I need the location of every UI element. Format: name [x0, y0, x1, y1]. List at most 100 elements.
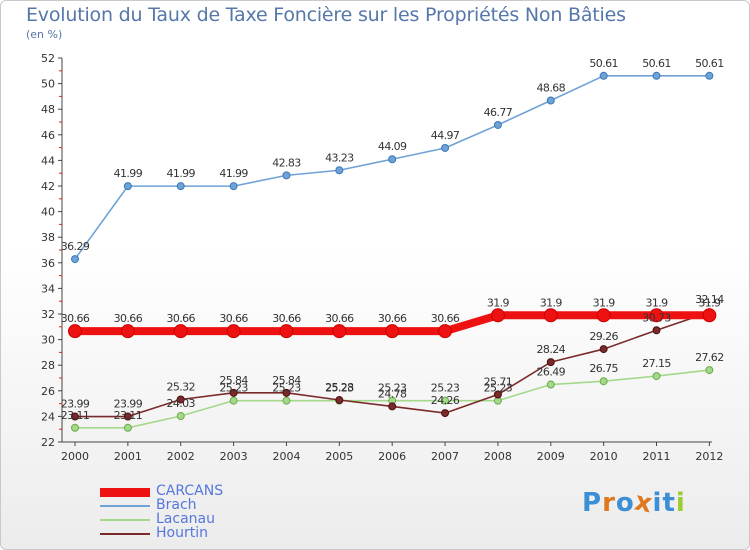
- data-point-lacanau: [229, 396, 238, 405]
- data-point-lacanau: [282, 396, 291, 405]
- legend-label: CARCANS: [156, 483, 224, 499]
- data-label-brach: 43.23: [325, 151, 354, 164]
- data-point-carcans: [543, 308, 558, 323]
- data-label-hourtin: 25.71: [484, 376, 513, 389]
- y-tick-label: 28: [41, 359, 55, 372]
- legend-item-carcans: CARCANS: [100, 483, 320, 499]
- data-label-lacanau: 26.75: [589, 362, 618, 375]
- logo-letter: i: [675, 488, 686, 518]
- data-label-brach: 41.99: [166, 167, 195, 180]
- data-point-hourtin: [546, 358, 555, 367]
- data-point-brach: [546, 96, 555, 105]
- data-label-hourtin: 25.84: [219, 374, 248, 387]
- data-point-lacanau: [705, 366, 714, 375]
- data-point-hourtin: [123, 412, 132, 421]
- legend-item-brach: Brach: [100, 497, 320, 513]
- data-label-hourtin: 23.99: [114, 398, 143, 411]
- data-point-brach: [335, 166, 344, 175]
- data-label-brach: 50.61: [642, 57, 671, 70]
- legend-swatch: [100, 533, 150, 535]
- data-point-carcans: [596, 308, 611, 323]
- data-point-brach: [705, 71, 714, 80]
- data-point-hourtin: [388, 402, 397, 411]
- data-label-carcans: 31.9: [645, 296, 668, 309]
- data-point-lacanau: [546, 380, 555, 389]
- legend-swatch: [100, 505, 150, 507]
- data-label-brach: 41.99: [219, 167, 248, 180]
- y-tick-label: 36: [41, 257, 55, 270]
- data-point-lacanau: [71, 423, 79, 432]
- y-tick-label: 42: [41, 180, 55, 193]
- data-label-carcans: 31.9: [540, 296, 563, 309]
- data-label-hourtin: 24.78: [378, 387, 407, 400]
- data-point-carcans: [332, 324, 347, 339]
- data-label-hourtin: 25.28: [325, 381, 354, 394]
- data-label-brach: 42.83: [272, 156, 301, 169]
- x-tick-label: 2012: [695, 450, 723, 463]
- data-point-hourtin: [176, 395, 185, 404]
- data-label-lacanau: 27.62: [695, 351, 724, 364]
- data-point-brach: [176, 182, 185, 191]
- data-label-brach: 46.77: [484, 106, 513, 119]
- data-point-brach: [652, 71, 661, 80]
- y-tick-label: 40: [41, 206, 55, 219]
- data-point-hourtin: [493, 390, 502, 399]
- logo-letter: i: [652, 488, 663, 518]
- y-tick-label: 38: [41, 231, 55, 244]
- data-point-lacanau: [176, 412, 185, 421]
- x-tick-label: 2011: [643, 450, 671, 463]
- data-label-brach: 41.99: [114, 167, 143, 180]
- legend-swatch: [100, 519, 150, 521]
- logo-letter: o: [615, 488, 635, 518]
- data-label-lacanau: 25.23: [378, 382, 407, 395]
- data-point-hourtin: [71, 412, 79, 421]
- data-point-carcans: [68, 324, 82, 339]
- chart-title: Evolution du Taux de Taxe Foncière sur l…: [26, 4, 626, 26]
- logo-letter: t: [662, 488, 676, 518]
- x-tick-label: 2001: [114, 450, 142, 463]
- legend-label: Lacanau: [156, 511, 215, 527]
- data-point-brach: [599, 71, 608, 80]
- y-tick-label: 50: [41, 78, 55, 91]
- x-tick-label: 2008: [484, 450, 512, 463]
- data-point-hourtin: [652, 326, 661, 335]
- data-label-lacanau: 27.15: [642, 357, 671, 370]
- data-label-hourtin: 28.24: [537, 343, 566, 356]
- proxiti-logo: Proxiti: [582, 486, 686, 519]
- data-label-carcans: 31.9: [487, 296, 510, 309]
- data-point-carcans: [173, 324, 188, 339]
- logo-letter: r: [602, 488, 616, 518]
- data-point-brach: [388, 155, 397, 164]
- data-point-brach: [441, 143, 450, 152]
- data-label-carcans: 30.66: [272, 312, 301, 325]
- legend-item-lacanau: Lacanau: [100, 511, 320, 527]
- y-tick-label: 26: [41, 385, 55, 398]
- x-tick-label: 2002: [167, 450, 195, 463]
- x-tick-label: 2005: [325, 450, 353, 463]
- data-label-hourtin: 30.73: [642, 311, 671, 324]
- data-point-hourtin: [282, 388, 291, 397]
- logo-letter: P: [582, 488, 603, 518]
- data-label-carcans: 30.66: [166, 312, 195, 325]
- legend-label: Brach: [156, 497, 197, 513]
- data-label-carcans: 30.66: [114, 312, 143, 325]
- legend-swatch: [100, 487, 150, 497]
- data-point-hourtin: [229, 388, 238, 397]
- data-label-carcans: 30.66: [219, 312, 248, 325]
- data-label-hourtin: 23.99: [61, 398, 90, 411]
- x-tick-label: 2007: [431, 450, 459, 463]
- data-label-carcans: 30.66: [61, 312, 90, 325]
- y-tick-label: 52: [41, 52, 55, 65]
- data-label-lacanau: 25.23: [484, 382, 513, 395]
- data-label-lacanau: 25.23: [272, 382, 301, 395]
- data-label-lacanau: 24.03: [166, 397, 195, 410]
- data-point-carcans: [120, 324, 135, 339]
- y-unit-label: (en %): [26, 28, 63, 41]
- data-point-carcans: [279, 324, 294, 339]
- data-label-brach: 44.97: [431, 129, 460, 142]
- legend-item-hourtin: Hourtin: [100, 525, 320, 541]
- data-point-lacanau: [652, 372, 661, 381]
- data-point-carcans: [438, 324, 453, 339]
- x-tick-label: 2006: [378, 450, 406, 463]
